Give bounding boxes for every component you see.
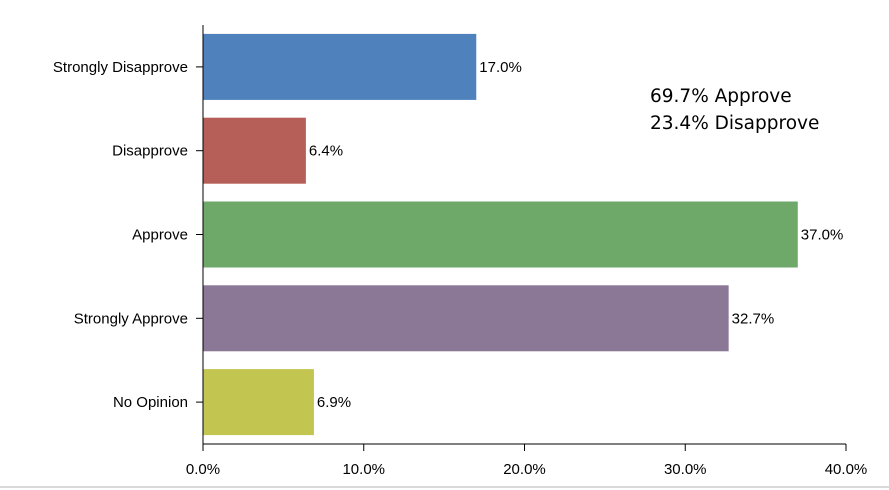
category-label-disapprove: Disapprove [112, 143, 188, 160]
bar-approve [203, 201, 798, 268]
bar-disapprove [203, 117, 306, 184]
approve-summary: 69.7% Approve [650, 86, 792, 107]
bar-strongly-approve [203, 285, 729, 352]
bar-no-opinion [203, 369, 314, 436]
y-axis: Strongly Disapprove Disapprove Approve Stro… [53, 25, 204, 444]
x-tick-label-2: 20.0% [503, 461, 546, 478]
x-tick-label-3: 30.0% [664, 461, 707, 478]
value-label-disapprove: 6.4% [309, 143, 343, 160]
value-labels-group: 17.0% 6.4% 37.0% 32.7% 6.9% [309, 59, 843, 411]
x-axis: 0.0% 10.0% 20.0% 30.0% 40.0% [186, 443, 868, 478]
bars-group [203, 33, 798, 436]
disapprove-summary: 23.4% Disapprove [650, 113, 820, 134]
value-label-approve: 37.0% [801, 227, 844, 244]
bar-strongly-disapprove [203, 33, 477, 100]
category-label-strongly-approve: Strongly Approve [74, 310, 188, 327]
bottom-divider [0, 486, 889, 488]
category-label-approve: Approve [132, 227, 188, 244]
x-tick-label-0: 0.0% [186, 461, 220, 478]
value-label-no-opinion: 6.9% [317, 394, 351, 411]
category-label-no-opinion: No Opinion [113, 394, 188, 411]
value-label-strongly-approve: 32.7% [732, 310, 775, 327]
summary-annotation: 69.7% Approve 23.4% Disapprove [650, 83, 819, 137]
value-label-strongly-disapprove: 17.0% [479, 59, 522, 76]
category-label-strongly-disapprove: Strongly Disapprove [53, 59, 188, 76]
x-tick-label-1: 10.0% [342, 461, 385, 478]
x-tick-label-4: 40.0% [825, 461, 868, 478]
